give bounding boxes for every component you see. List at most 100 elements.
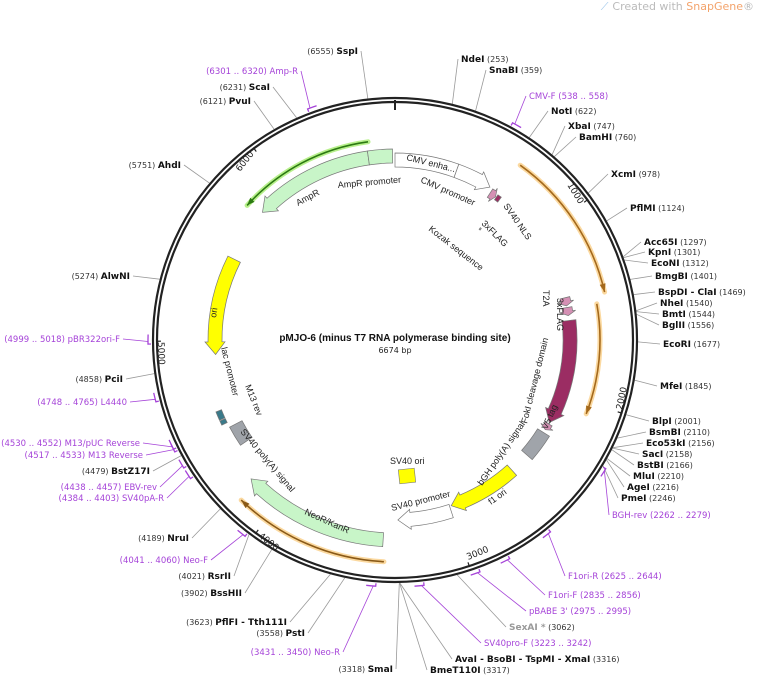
feature-bgh-polya-signal[interactable]	[521, 428, 550, 461]
site-name: AvaI - BsoBI - TspMI - XmaI	[455, 655, 590, 665]
site-label-ahdi[interactable]: (5751) AhdI	[129, 161, 181, 171]
primer-label-amp-r[interactable]: (6301 .. 6320) Amp-R	[206, 67, 298, 77]
site-label-mfei[interactable]: MfeI (1845)	[660, 382, 711, 392]
primer-mark-f1ori-f	[500, 555, 511, 564]
feature-foki-cleavage-domain[interactable]	[545, 319, 578, 424]
feature-v5-tag[interactable]	[540, 421, 554, 431]
primer-range: (3223 .. 3242)	[531, 639, 592, 649]
site-label-bstz17i[interactable]: (4479) BstZ17I	[82, 467, 150, 477]
primer-label-bgh-rev[interactable]: BGH-rev (2262 .. 2279)	[612, 511, 711, 521]
feature-cmv-promoter[interactable]	[453, 163, 491, 191]
primer-label-cmv-f[interactable]: CMV-F (538 .. 558)	[529, 92, 608, 102]
primer-label-l4440[interactable]: (4748 .. 4765) L4440	[37, 398, 127, 408]
site-label-bmti[interactable]: BmtI (1544)	[662, 310, 715, 320]
site-label-pflfi-tth111i[interactable]: (3623) PflFI - Tth111I	[186, 618, 287, 628]
site-label-nrui[interactable]: (4189) NruI	[138, 534, 189, 544]
site-label-bstbi[interactable]: BstBI (2166)	[637, 461, 693, 471]
site-position: (1540)	[686, 299, 713, 308]
site-label-bmgbi[interactable]: BmgBI (1401)	[655, 272, 717, 282]
site-label-bglii[interactable]: BglII (1556)	[662, 321, 714, 331]
leader-line-xbai	[551, 125, 566, 155]
feature-sv40-nls[interactable]	[494, 194, 502, 203]
feature-neor-kanr[interactable]	[250, 478, 384, 547]
site-label-smai[interactable]: (3318) SmaI	[339, 665, 393, 675]
site-label-rsrii[interactable]: (4021) RsrII	[178, 572, 231, 582]
site-label-pcii[interactable]: (4858) PciI	[75, 375, 123, 385]
primer-name: EBV-rev	[124, 483, 157, 493]
site-label-xbai[interactable]: XbaI (747)	[568, 122, 615, 132]
site-name: EcoRI	[663, 340, 691, 350]
leader-line-nrui	[191, 508, 221, 539]
site-label-sexai[interactable]: SexAI * (3062)	[509, 623, 575, 633]
feature-lac-promoter[interactable]	[215, 409, 226, 421]
site-label-pvui[interactable]: (6121) PvuI	[200, 97, 251, 107]
feature-sv40-ori[interactable]	[397, 467, 417, 485]
leader-line-econi	[624, 259, 649, 264]
site-name: NdeI	[461, 55, 484, 65]
primer-name: BGH-rev	[612, 511, 647, 521]
primer-label-f1ori-f[interactable]: F1ori-F (2835 .. 2856)	[548, 591, 641, 601]
site-label-sspi[interactable]: (6555) SspI	[307, 47, 358, 57]
orf-ampr[interactable]	[246, 141, 369, 206]
orf-arrowhead-middle	[586, 405, 592, 414]
site-label-xcmi[interactable]: XcmI (978)	[611, 170, 660, 180]
site-label-scai[interactable]: (6231) ScaI	[220, 83, 270, 93]
feature-ampr-promoter[interactable]	[367, 148, 394, 166]
orf-neo[interactable]	[240, 499, 384, 563]
primer-label-pbr322ori-f[interactable]: (4999 .. 5018) pBR322ori-F	[4, 335, 120, 345]
site-label-acc65i[interactable]: Acc65I (1297)	[644, 238, 707, 248]
site-label-snabi[interactable]: SnaBI (359)	[489, 66, 542, 76]
feature-sv40-promoter[interactable]	[397, 503, 454, 531]
primer-label-ebv-rev[interactable]: (4438 .. 4457) EBV-rev	[61, 483, 157, 493]
site-label-ndei[interactable]: NdeI (253)	[461, 55, 509, 65]
leader-line-smai	[395, 582, 400, 670]
feature-kozak[interactable]	[478, 227, 482, 231]
site-position: (622)	[575, 107, 597, 116]
site-label-saci[interactable]: SacI (2158)	[642, 450, 692, 460]
primer-label-neo-f[interactable]: (4041 .. 4060) Neo-F	[120, 556, 208, 566]
site-label-bmet110i[interactable]: BmeT110I (3317)	[430, 666, 510, 675]
site-label-alwni[interactable]: (5274) AlwNI	[72, 272, 130, 282]
orf-middle[interactable]	[585, 303, 601, 415]
site-position: (1312)	[682, 259, 709, 268]
site-label-bsshii[interactable]: (3902) BssHII	[181, 589, 242, 599]
primer-name: L4440	[101, 398, 127, 408]
feature-sv40-polya-signal[interactable]	[229, 420, 253, 446]
orf-upper[interactable]	[519, 164, 606, 293]
site-name: Eco53kI	[646, 439, 686, 449]
primer-label-pbabe-3[interactable]: pBABE 3' (2975 .. 2995)	[529, 607, 631, 617]
site-label-bsmbi[interactable]: BsmBI (2110)	[649, 428, 710, 438]
site-label-ecori[interactable]: EcoRI (1677)	[663, 340, 720, 350]
primer-label-m13-puc-reverse[interactable]: (4530 .. 4552) M13/pUC Reverse	[1, 439, 140, 449]
primer-label-f1ori-r[interactable]: F1ori-R (2625 .. 2644)	[568, 572, 662, 582]
site-label-noti[interactable]: NotI (622)	[551, 107, 596, 117]
site-label-bamhi[interactable]: BamHI (760)	[579, 133, 636, 143]
site-label-nhei[interactable]: NheI (1540)	[660, 299, 713, 309]
site-label-econi[interactable]: EcoNI (1312)	[651, 259, 709, 269]
primer-mark-pbabe-3	[470, 568, 481, 576]
feature-ori[interactable]	[204, 255, 241, 356]
feature-m13-rev[interactable]	[219, 418, 228, 426]
site-label-psti[interactable]: (3558) PstI	[256, 629, 305, 639]
site-label-pflmi[interactable]: PflMI (1124)	[630, 204, 685, 214]
site-label-bspdi-clai[interactable]: BspDI - ClaI (1469)	[658, 288, 746, 298]
primer-label-sv40pro-f[interactable]: SV40pro-F (3223 .. 3242)	[484, 639, 591, 649]
feature-t2a[interactable]	[557, 296, 574, 307]
primer-label-sv40pa-r[interactable]: (4384 .. 4403) SV40pA-R	[59, 494, 165, 504]
site-label-blpi[interactable]: BlpI (2001)	[652, 417, 701, 427]
site-label-mlui[interactable]: MluI (2210)	[633, 472, 684, 482]
site-label-pmei[interactable]: PmeI (2246)	[621, 494, 676, 504]
feature-f1-ori[interactable]	[450, 464, 518, 512]
site-label-eco53ki[interactable]: Eco53kI (2156)	[646, 439, 715, 449]
feature-3xflag-2[interactable]	[559, 306, 576, 316]
primer-label-m13-reverse[interactable]: (4517 .. 4533) M13 Reverse	[25, 451, 143, 461]
leader-line-l4440	[129, 398, 156, 403]
primer-label-neo-r[interactable]: (3431 .. 3450) Neo-R	[251, 648, 340, 658]
leader-line-sexai	[456, 574, 507, 628]
site-label-avai-bsobi-tspmi-xmai[interactable]: AvaI - BsoBI - TspMI - XmaI (3316)	[455, 655, 620, 665]
feature-3xflag[interactable]	[486, 188, 498, 202]
feature-label-kozak: Kozak sequence	[427, 224, 486, 273]
site-label-kpni[interactable]: KpnI (1301)	[648, 248, 700, 258]
map-length: 6674 bp	[378, 346, 411, 355]
site-label-agei[interactable]: AgeI (2216)	[627, 483, 679, 493]
